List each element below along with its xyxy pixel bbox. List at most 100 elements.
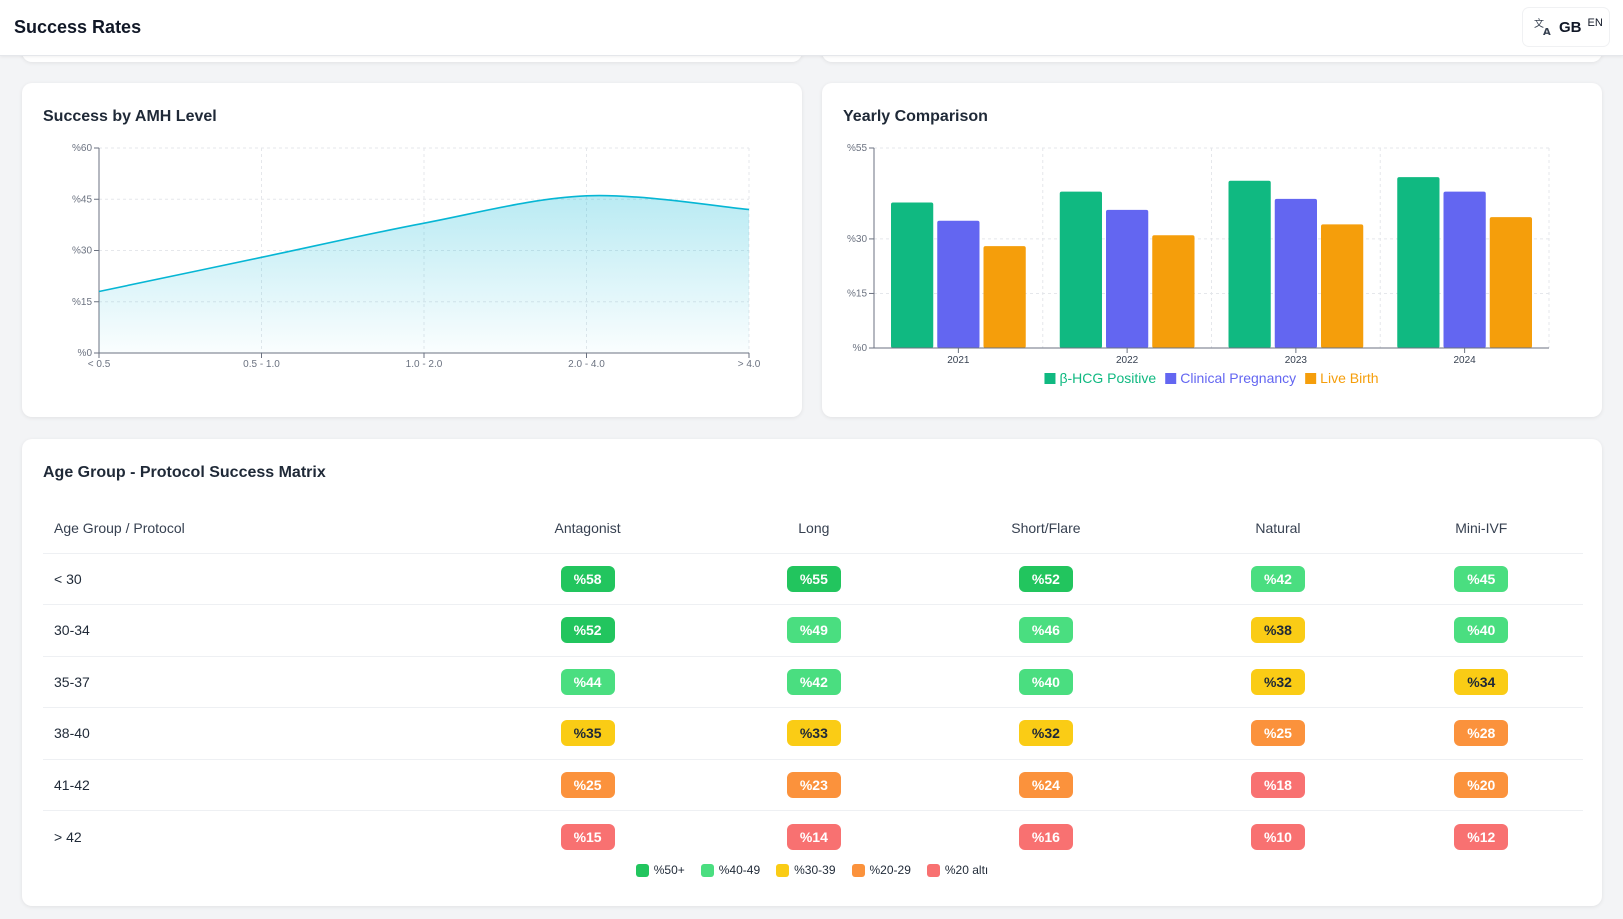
success-rate-badge: %12 bbox=[1454, 823, 1509, 850]
yearly-legend-item: Clinical Pregnancy bbox=[1165, 370, 1296, 386]
amh-x-tick-label: < 0.5 bbox=[88, 359, 111, 370]
matrix-cell: %18 bbox=[1176, 758, 1380, 811]
matrix-cell: %14 bbox=[712, 810, 916, 862]
amh-x-tick-label: > 4.0 bbox=[738, 359, 761, 370]
success-rate-badge: %32 bbox=[1250, 668, 1305, 695]
yearly-legend-item: Live Birth bbox=[1305, 370, 1379, 386]
matrix-cell: %16 bbox=[915, 810, 1177, 862]
language-switcher[interactable]: 文 A GB EN bbox=[1523, 8, 1609, 46]
matrix-legend-label: %30-39 bbox=[794, 863, 836, 877]
yearly-y-tick-label: %30 bbox=[847, 234, 867, 245]
matrix-legend-swatch bbox=[700, 863, 714, 877]
matrix-cell: %55 bbox=[712, 552, 916, 605]
matrix-cell: %15 bbox=[463, 810, 713, 862]
amh-area-fill bbox=[99, 195, 749, 353]
language-flag: GB bbox=[1559, 18, 1582, 36]
age-group-label: 35-37 bbox=[43, 655, 463, 708]
matrix-cell: %25 bbox=[1176, 707, 1380, 759]
amh-x-tick-label: 2.0 - 4.0 bbox=[568, 359, 605, 370]
success-rate-badge: %58 bbox=[560, 565, 615, 592]
top-bar: Success Rates 文 A GB EN bbox=[0, 0, 1623, 56]
matrix-cell: %52 bbox=[463, 604, 713, 656]
success-rate-badge: %44 bbox=[560, 668, 615, 695]
yearly-chart-card: Yearly Comparison %0 %15 %30 %55 2021 2022 202… bbox=[822, 83, 1602, 417]
success-rate-badge: %45 bbox=[1454, 565, 1509, 592]
success-matrix-table: Age Group / Protocol Antagonist Long Short… bbox=[43, 503, 1583, 862]
matrix-cell: %34 bbox=[1379, 655, 1583, 708]
matrix-cell: %24 bbox=[915, 758, 1177, 811]
age-group-label: < 30 bbox=[43, 552, 463, 605]
yearly-legend-swatch bbox=[1044, 373, 1056, 384]
success-rate-badge: %18 bbox=[1250, 771, 1305, 798]
language-code: EN bbox=[1587, 17, 1603, 29]
matrix-cell: %10 bbox=[1176, 810, 1380, 862]
matrix-corner-header: Age Group / Protocol bbox=[54, 519, 185, 536]
success-rate-badge: %34 bbox=[1454, 668, 1509, 695]
matrix-legend-label: %20 altı bbox=[944, 863, 989, 877]
success-rate-badge: %14 bbox=[786, 823, 841, 850]
matrix-column-header: Natural bbox=[1255, 519, 1301, 536]
amh-y-tick-label: %45 bbox=[72, 194, 92, 205]
success-rate-badge: %46 bbox=[1018, 617, 1073, 644]
matrix-legend-swatch bbox=[851, 863, 865, 877]
success-rate-badge: %42 bbox=[786, 668, 841, 695]
success-rate-badge: %25 bbox=[560, 771, 615, 798]
success-rate-badge: %25 bbox=[1250, 720, 1305, 747]
success-rate-badge: %20 bbox=[1454, 771, 1509, 798]
yearly-legend: β-HCG Positive Clinical Pregnancy Live Bir… bbox=[1044, 370, 1379, 386]
success-rate-badge: %24 bbox=[1018, 771, 1073, 798]
table-row: 35-37 %44 %42 %40 %32 %34 bbox=[43, 655, 1583, 708]
table-row: 41-42 %25 %23 %24 %18 %20 bbox=[43, 758, 1583, 811]
matrix-legend-swatch bbox=[776, 863, 790, 877]
yearly-y-tick-label: %15 bbox=[847, 288, 867, 299]
matrix-cell: %33 bbox=[712, 707, 916, 759]
success-rate-badge: %33 bbox=[786, 720, 841, 747]
success-rate-badge: %38 bbox=[1250, 617, 1305, 644]
matrix-column-header: Short/Flare bbox=[1011, 519, 1081, 536]
amh-x-tick-label: 0.5 - 1.0 bbox=[243, 359, 280, 370]
yearly-y-tick-label: %55 bbox=[847, 143, 867, 154]
matrix-legend-item: %20-29 bbox=[851, 863, 911, 877]
success-rate-badge: %23 bbox=[786, 771, 841, 798]
success-rate-badge: %42 bbox=[1250, 565, 1305, 592]
success-rate-badge: %55 bbox=[786, 565, 841, 592]
success-rate-badge: %16 bbox=[1018, 823, 1073, 850]
yearly-x-tick-label: 2023 bbox=[1285, 355, 1308, 366]
yearly-legend-item: β-HCG Positive bbox=[1044, 370, 1156, 386]
matrix-cell: %44 bbox=[463, 655, 713, 708]
matrix-header-row: Age Group / Protocol Antagonist Long Short… bbox=[43, 503, 1583, 553]
amh-chart-title: Success by AMH Level bbox=[43, 108, 217, 125]
yearly-legend-swatch bbox=[1305, 373, 1317, 384]
matrix-legend: %50+ %40-49 %30-39 %20-29 %20 altı bbox=[22, 863, 1602, 877]
yearly-bar bbox=[1397, 177, 1440, 348]
yearly-bar bbox=[983, 246, 1026, 348]
success-rate-badge: %10 bbox=[1250, 823, 1305, 850]
matrix-legend-swatch bbox=[635, 863, 649, 877]
yearly-legend-label: Clinical Pregnancy bbox=[1180, 370, 1296, 386]
yearly-bar bbox=[1228, 180, 1271, 348]
matrix-cell: %25 bbox=[463, 758, 713, 811]
age-group-label: > 42 bbox=[43, 810, 463, 862]
age-group-label: 30-34 bbox=[43, 604, 463, 656]
matrix-cell: %12 bbox=[1379, 810, 1583, 862]
matrix-cell: %32 bbox=[1176, 655, 1380, 708]
success-rate-badge: %15 bbox=[560, 823, 615, 850]
matrix-column-header: Antagonist bbox=[554, 519, 621, 536]
success-rate-badge: %49 bbox=[786, 617, 841, 644]
yearly-bar-chart: %0 %15 %30 %55 2021 2022 2023 2024 β-HCG Positiv… bbox=[847, 143, 1550, 386]
matrix-cell: %42 bbox=[1176, 552, 1380, 605]
success-rate-badge: %28 bbox=[1454, 720, 1509, 747]
amh-x-tick-label: 1.0 - 2.0 bbox=[406, 359, 443, 370]
matrix-legend-label: %40-49 bbox=[718, 863, 761, 877]
matrix-legend-item: %50+ bbox=[635, 863, 685, 877]
svg-text:文: 文 bbox=[1534, 17, 1544, 30]
matrix-cell: %46 bbox=[915, 604, 1177, 656]
matrix-cell: %52 bbox=[915, 552, 1177, 605]
yearly-x-tick-label: 2021 bbox=[947, 355, 970, 366]
yearly-bar bbox=[1152, 235, 1195, 348]
matrix-legend-label: %20-29 bbox=[869, 863, 911, 877]
page-title: Success Rates bbox=[14, 17, 142, 37]
yearly-chart-title: Yearly Comparison bbox=[843, 108, 988, 125]
matrix-column-header: Long bbox=[798, 519, 830, 536]
matrix-cell: %20 bbox=[1379, 758, 1583, 811]
